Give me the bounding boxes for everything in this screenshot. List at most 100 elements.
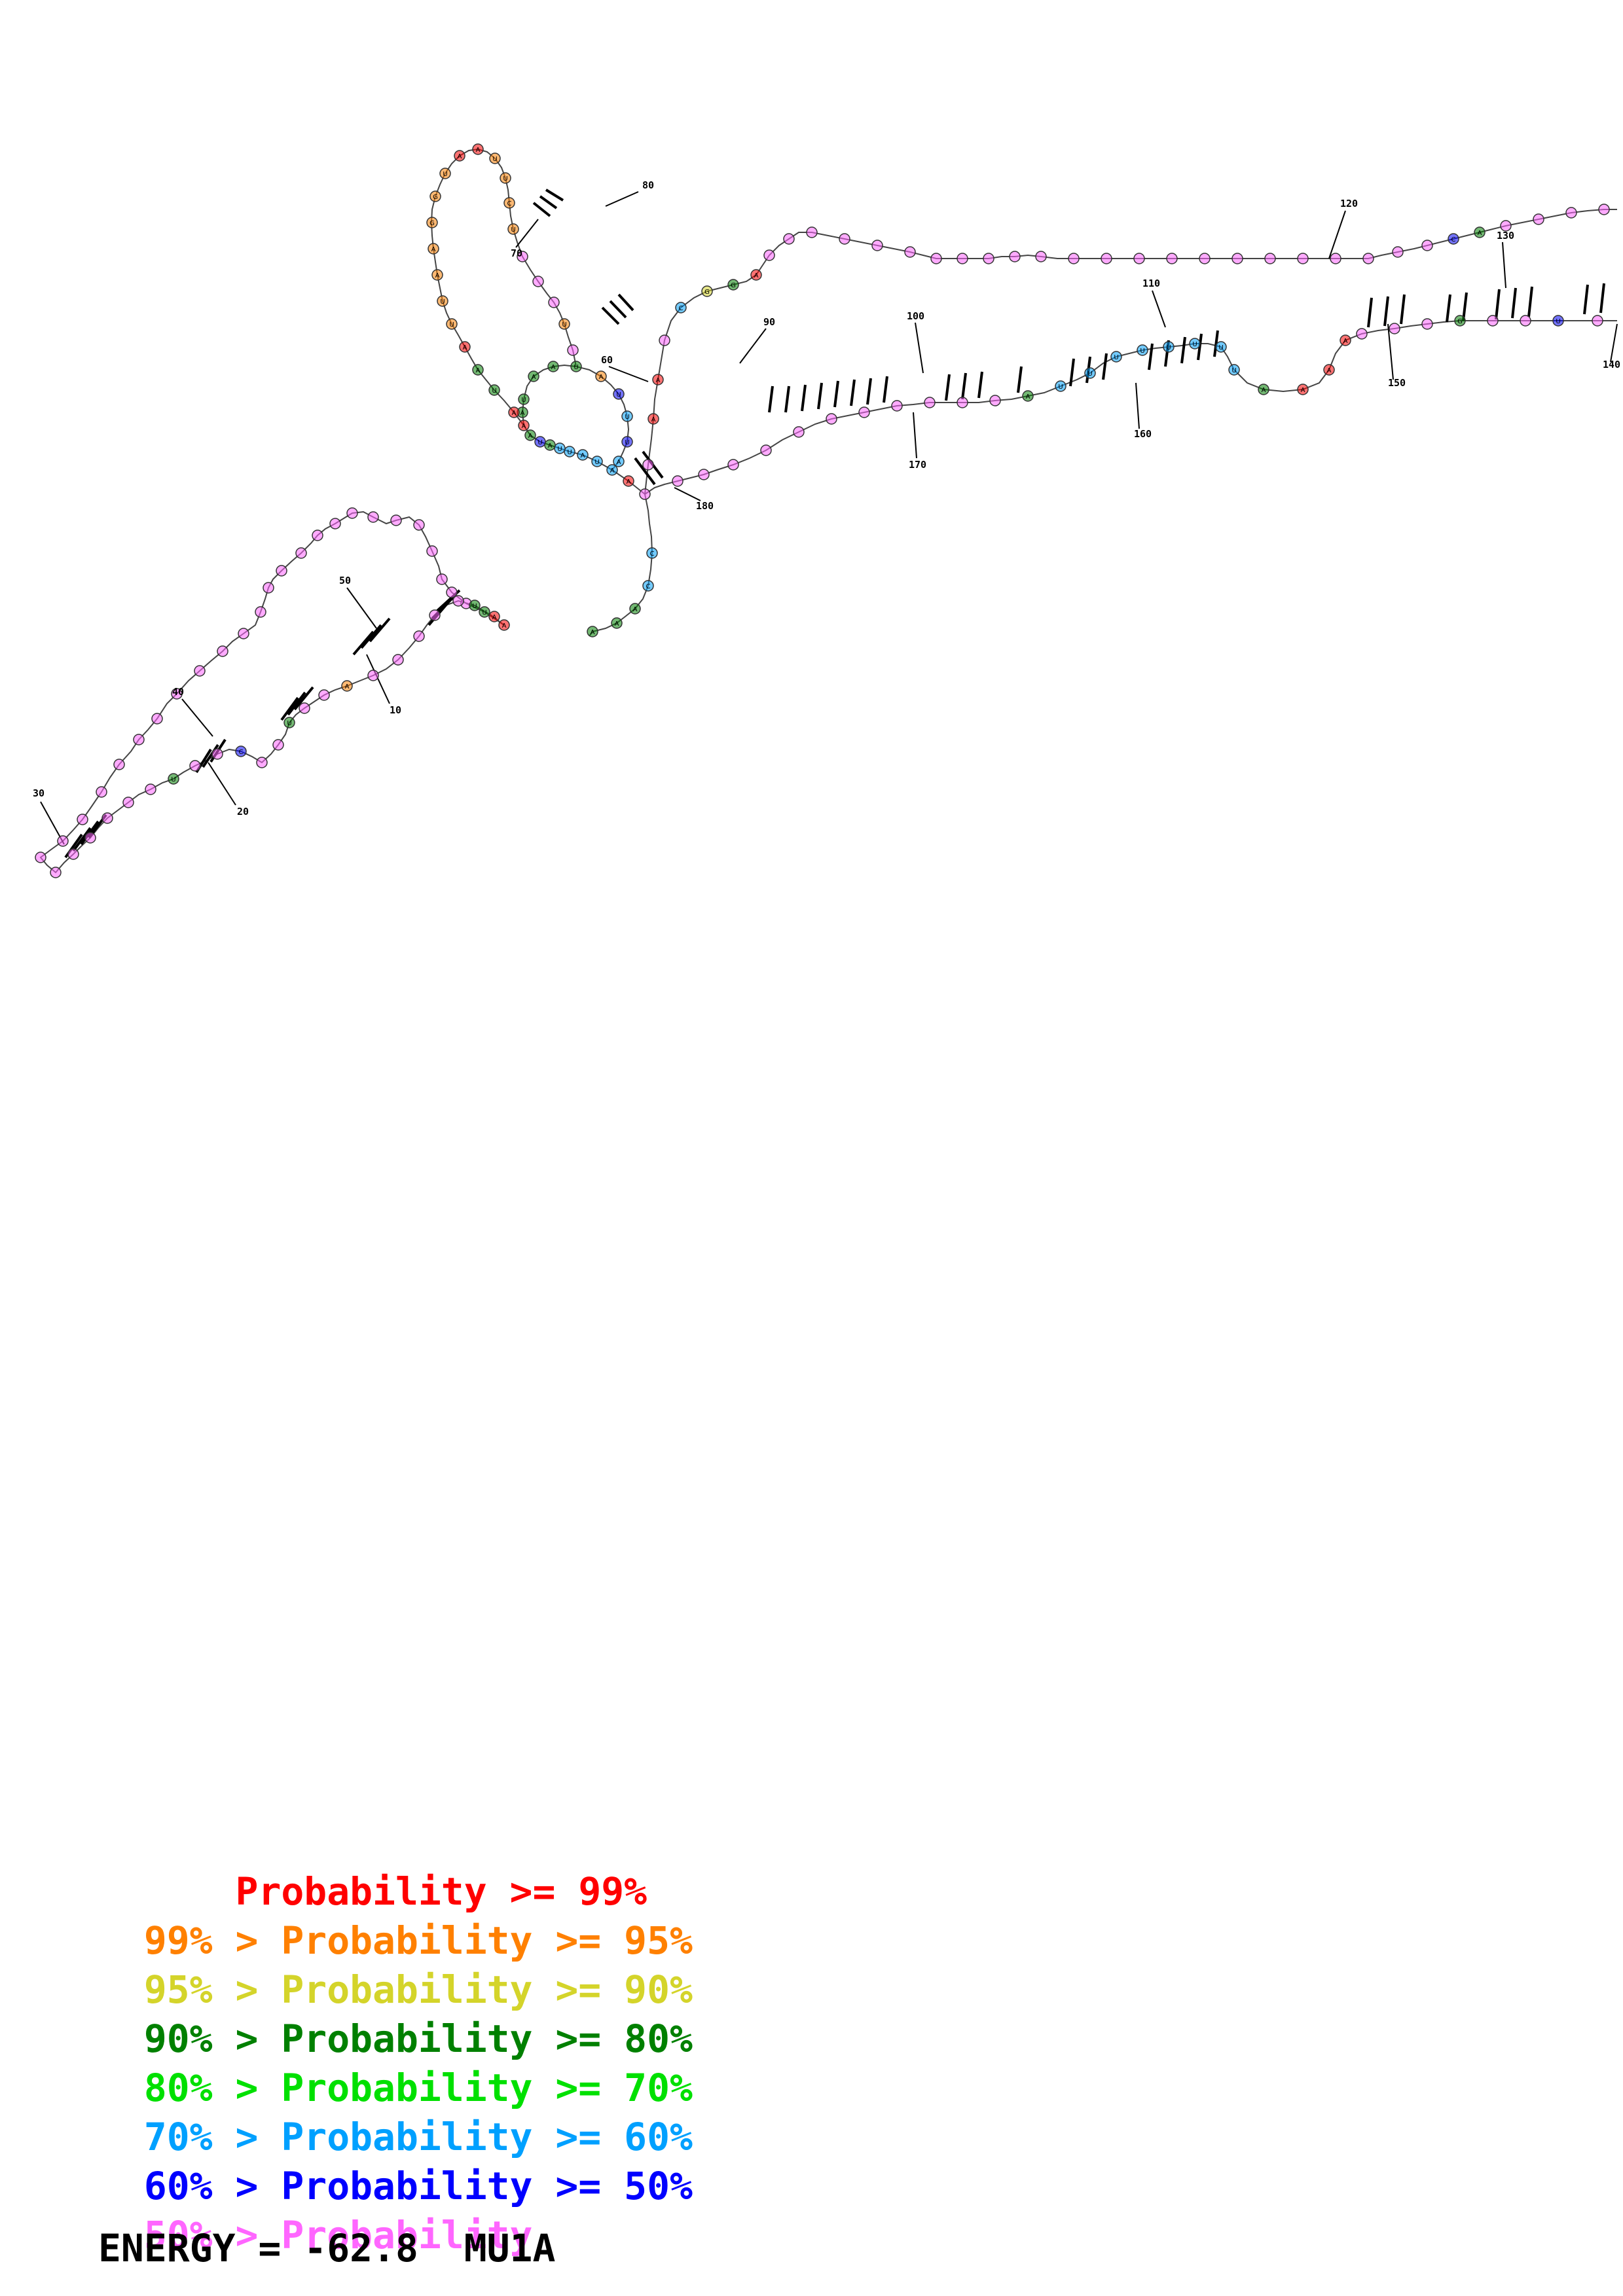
nucleotide: A <box>750 269 762 281</box>
position-label: 20 <box>237 806 249 817</box>
base-pair-line <box>1180 336 1186 364</box>
nucleotide-letter: U <box>503 175 507 183</box>
nucleotide-letter: U <box>625 414 629 421</box>
nucleotide <box>194 665 206 677</box>
nucleotide-circle <box>272 739 284 751</box>
nucleotide-circle <box>1356 328 1368 340</box>
base-pair-line <box>784 386 790 413</box>
nucleotide: C <box>1448 233 1459 245</box>
nucleotide-circle <box>806 226 818 238</box>
nucleotide-circle <box>646 547 658 559</box>
nucleotide-circle <box>1565 207 1577 219</box>
nucleotide: C <box>503 197 515 209</box>
nucleotide-letter: A <box>633 606 638 613</box>
base-pair-line <box>532 202 551 217</box>
nucleotide-letter: U <box>567 449 572 456</box>
position-tick <box>915 322 924 374</box>
base-pair-line <box>539 195 558 209</box>
nucleotide <box>312 529 323 541</box>
nucleotide: A <box>623 475 634 487</box>
nucleotide: A <box>431 269 443 281</box>
nucleotide <box>429 609 441 621</box>
position-label: 10 <box>390 704 401 716</box>
nucleotide: A <box>428 243 439 255</box>
nucleotide-circle <box>489 152 501 164</box>
nucleotide-circle <box>189 760 201 772</box>
nucleotide <box>1389 323 1400 334</box>
nucleotide-circle <box>750 269 762 281</box>
nucleotide-circle <box>698 469 710 480</box>
nucleotide-circle <box>211 748 223 760</box>
nucleotide-letter: U <box>562 321 566 329</box>
nucleotide: U <box>479 606 490 618</box>
base-pair-line <box>768 386 774 413</box>
nucleotide-letter: U <box>492 387 496 395</box>
nucleotide-circle <box>642 580 654 592</box>
nucleotide: A <box>459 341 471 353</box>
nucleotide <box>532 276 544 287</box>
legend-prefix: 95% > <box>143 1967 282 2012</box>
nucleotide-circle <box>312 529 323 541</box>
nucleotide: A <box>528 370 539 382</box>
nucleotide-circle <box>426 545 438 557</box>
position-tick <box>1135 382 1140 429</box>
nucleotide-circle <box>783 233 795 245</box>
nucleotide-letter: C <box>679 305 684 312</box>
nucleotide: A <box>488 611 500 622</box>
nucleotide-letter: A <box>492 614 497 621</box>
nucleotide-circle <box>989 395 1001 406</box>
nucleotide <box>256 757 268 768</box>
nucleotide-circle <box>500 172 511 184</box>
nucleotide: U <box>554 442 566 454</box>
backbone-line <box>521 364 646 495</box>
nucleotide-circle <box>1340 334 1351 346</box>
base-pair-line <box>1527 286 1533 317</box>
legend-row-99: Probability >= 99% <box>98 1823 753 1914</box>
nucleotide-circle <box>591 456 603 467</box>
position-label: 90 <box>763 316 775 328</box>
nucleotide <box>367 511 379 523</box>
nucleotide-circle <box>1068 253 1080 264</box>
legend-row-90: 95% > Probability >= 90% <box>98 1921 753 2012</box>
legend-prefix: 99% > <box>143 1918 282 1963</box>
nucleotide <box>672 475 684 487</box>
nucleotide-letter: U <box>449 321 454 329</box>
nucleotide-letter: A <box>431 246 436 253</box>
nucleotide-circle <box>727 459 739 471</box>
base-pair-line <box>293 686 314 711</box>
nucleotide-circle <box>439 168 451 179</box>
nucleotide-letter: U <box>511 226 515 234</box>
nucleotide-circle <box>429 609 441 621</box>
nucleotide: U <box>534 436 546 448</box>
nucleotide <box>217 645 228 657</box>
legend-row-70: 80% > Probability >= 70% <box>98 2019 753 2110</box>
nucleotide: A <box>1323 364 1335 376</box>
nucleotide <box>318 689 330 701</box>
nucleotide <box>122 797 134 808</box>
nucleotide-letter: A <box>512 410 517 417</box>
nucleotide <box>642 459 654 471</box>
position-tick <box>605 191 639 207</box>
position-tick <box>366 654 390 704</box>
base-pair-line <box>833 380 839 408</box>
nucleotide-circle <box>1421 240 1433 251</box>
nucleotide-circle <box>793 426 805 438</box>
nucleotide-circle <box>1258 384 1269 395</box>
nucleotide <box>1330 253 1341 264</box>
nucleotide-circle <box>469 600 481 611</box>
nucleotide: U <box>570 361 582 372</box>
nucleotide-letter: U <box>1058 384 1063 391</box>
nucleotide-circle <box>35 852 46 863</box>
nucleotide-circle <box>50 867 62 878</box>
base-pair-line <box>1583 284 1589 315</box>
nucleotide-circle <box>235 745 247 757</box>
nucleotide-circle <box>930 253 942 264</box>
nucleotide-circle <box>1084 367 1096 379</box>
nucleotide-circle <box>1533 213 1544 225</box>
nucleotide-circle <box>329 518 341 529</box>
nucleotide-circle <box>446 318 458 330</box>
nucleotide <box>727 459 739 471</box>
nucleotide-letter: G <box>1457 318 1463 325</box>
base-pair-line <box>961 372 967 400</box>
nucleotide-circle <box>858 406 870 418</box>
